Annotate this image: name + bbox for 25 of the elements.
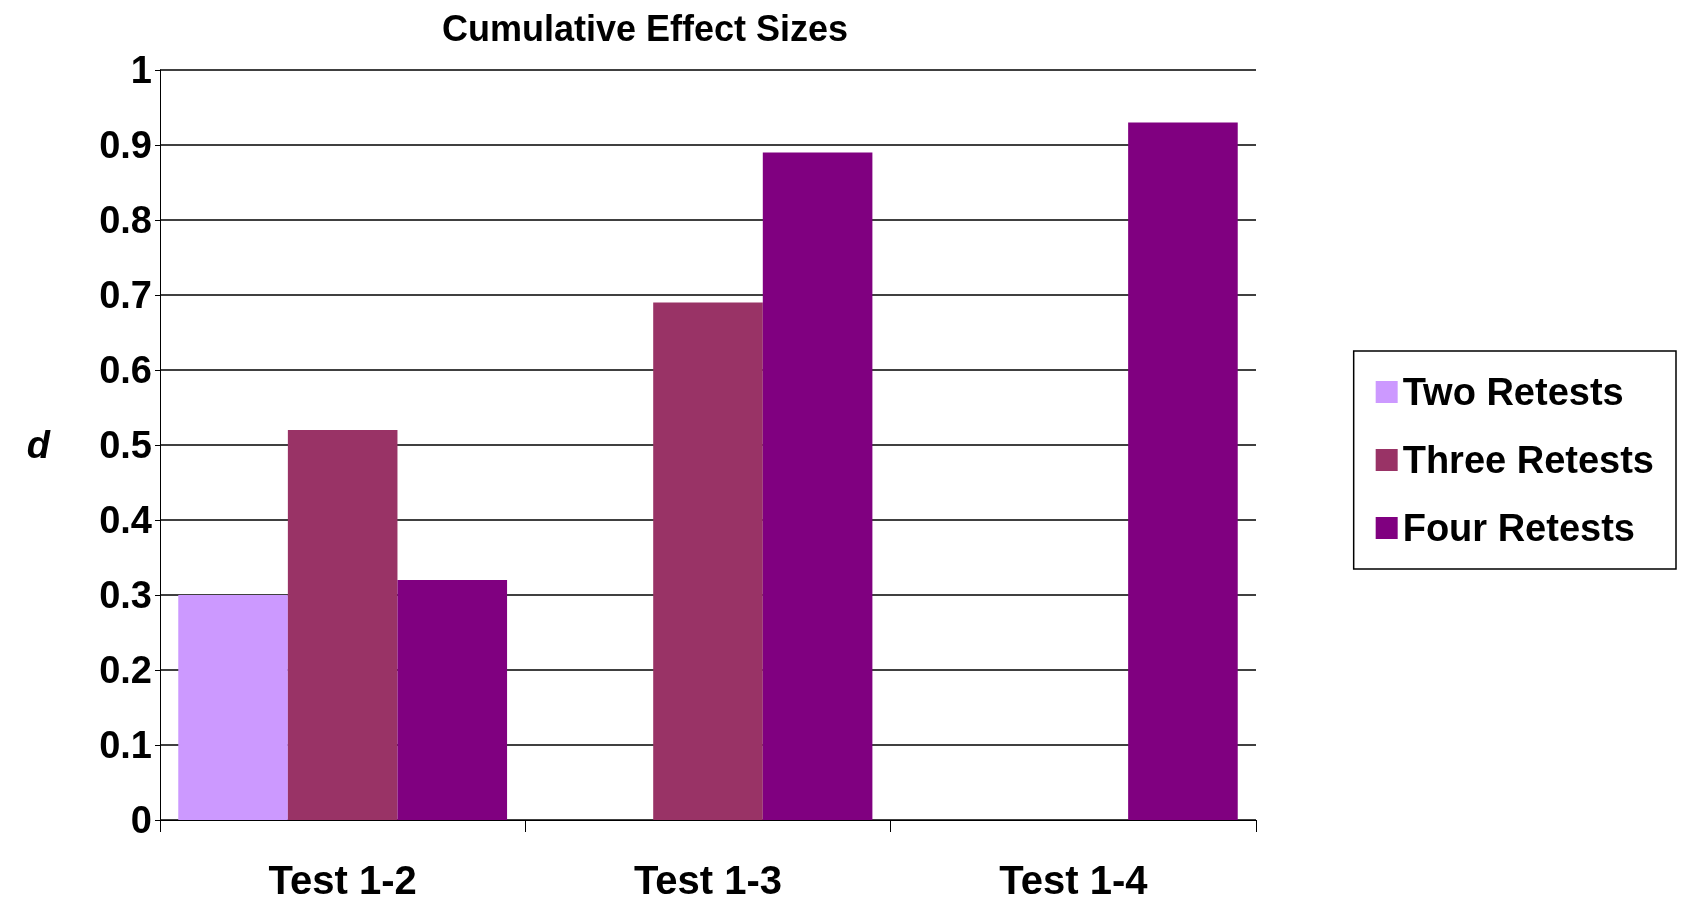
y-tick-label: 0.8 — [99, 199, 152, 241]
y-tick-label: 0.3 — [99, 574, 152, 616]
legend-label: Four Retests — [1402, 507, 1635, 549]
y-tick-label: 0.4 — [99, 499, 152, 541]
x-tick-label: Test 1-4 — [999, 858, 1149, 902]
legend-label: Two Retests — [1402, 371, 1624, 413]
y-tick-label: 0.1 — [99, 724, 152, 766]
y-tick-label: 0.6 — [99, 349, 152, 391]
chart-title: Cumulative Effect Sizes — [441, 7, 849, 49]
bar — [397, 580, 508, 820]
bar — [1128, 122, 1238, 820]
bar — [287, 430, 398, 820]
x-tick-label: Test 1-3 — [633, 858, 783, 902]
legend-label: Three Retests — [1402, 439, 1654, 481]
y-tick-label: 0.9 — [99, 124, 152, 166]
y-tick-label: 0.2 — [99, 649, 152, 691]
y-tick-label: 0.5 — [99, 424, 152, 466]
y-tick-label: 0.7 — [99, 274, 152, 316]
bar — [653, 302, 763, 820]
y-tick-label: 1 — [130, 49, 152, 91]
y-tick-label: 0 — [130, 799, 152, 841]
x-tick-label: Test 1-2 — [268, 858, 417, 902]
bar — [762, 152, 873, 820]
y-axis-title: d — [26, 424, 51, 466]
bar — [178, 595, 288, 820]
